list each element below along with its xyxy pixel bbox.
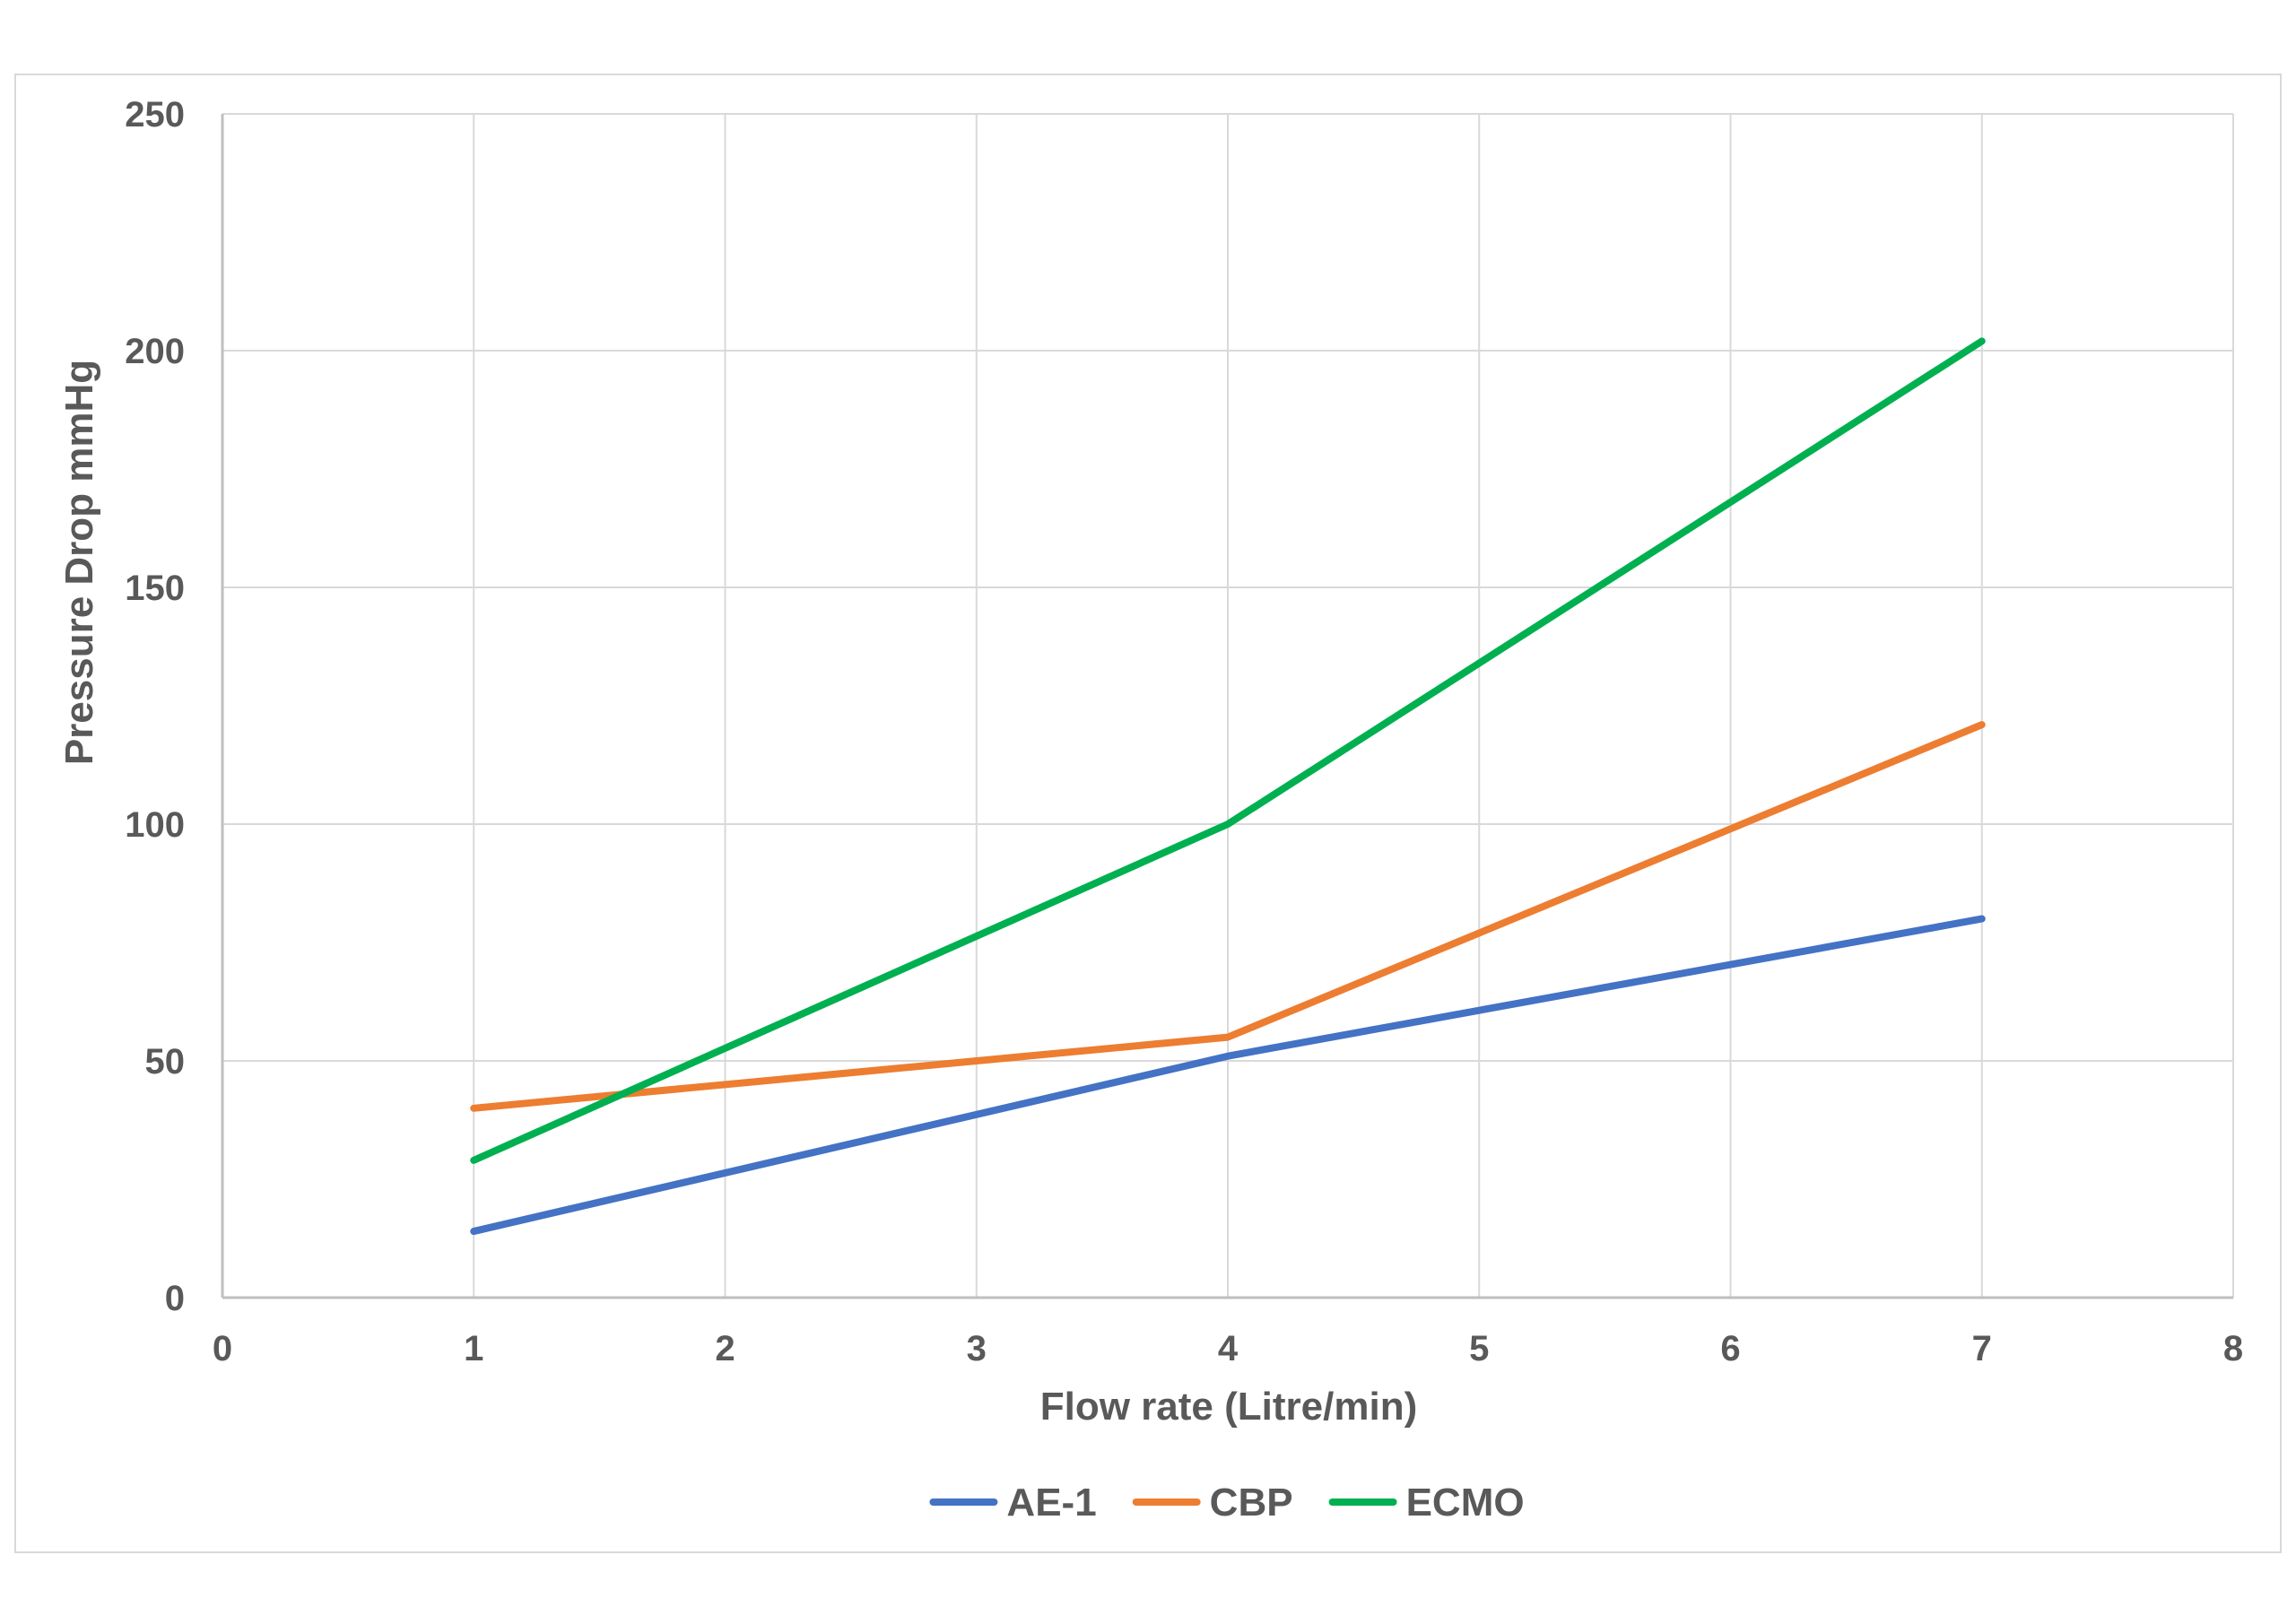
x-tick-label-7: 7 [1972,1329,1992,1368]
y-tick-label-100: 100 [125,805,185,845]
x-tick-label-8: 8 [2223,1329,2243,1368]
x-tick-label-4: 4 [1218,1329,1239,1368]
y-tick-label-50: 50 [145,1042,186,1081]
legend-item-ecmo: ECMO [1328,1481,1525,1524]
axes [221,114,2233,1299]
legend: AE-1 CBP ECMO [929,1481,1525,1524]
series-line-ecmo [470,337,1986,1164]
y-tick-label-0: 0 [165,1279,185,1318]
y-tick-label-150: 150 [125,569,185,608]
x-tick-label-0: 0 [213,1329,232,1368]
y-tick-label-250: 250 [125,95,185,135]
x-axis-title: Flow rate (Litre/min) [1040,1385,1417,1429]
legend-item-ae-1: AE-1 [929,1481,1097,1524]
series-line-cbp [470,721,1986,1112]
series-line-ae-1 [470,915,1986,1236]
chart-frame [14,74,2282,1553]
legend-label-ecmo: ECMO [1406,1481,1525,1524]
x-tick-label-3: 3 [967,1329,987,1368]
legend-label-ae-1: AE-1 [1006,1481,1096,1524]
legend-label-cbp: CBP [1210,1481,1293,1524]
x-tick-label-5: 5 [1469,1329,1489,1368]
gridlines [222,113,2234,1298]
series-lines [470,337,1986,1236]
y-tick-label-200: 200 [125,332,185,371]
x-tick-label-6: 6 [1720,1329,1740,1368]
tick-labels: 0 50 100 150 200 250 0 1 2 3 4 5 6 7 8 [125,95,2243,1368]
x-tick-label-1: 1 [464,1329,483,1368]
y-axis-title: Pressure Drop mmHg [57,360,101,765]
legend-item-cbp: CBP [1132,1481,1293,1524]
x-tick-label-2: 2 [715,1329,735,1368]
